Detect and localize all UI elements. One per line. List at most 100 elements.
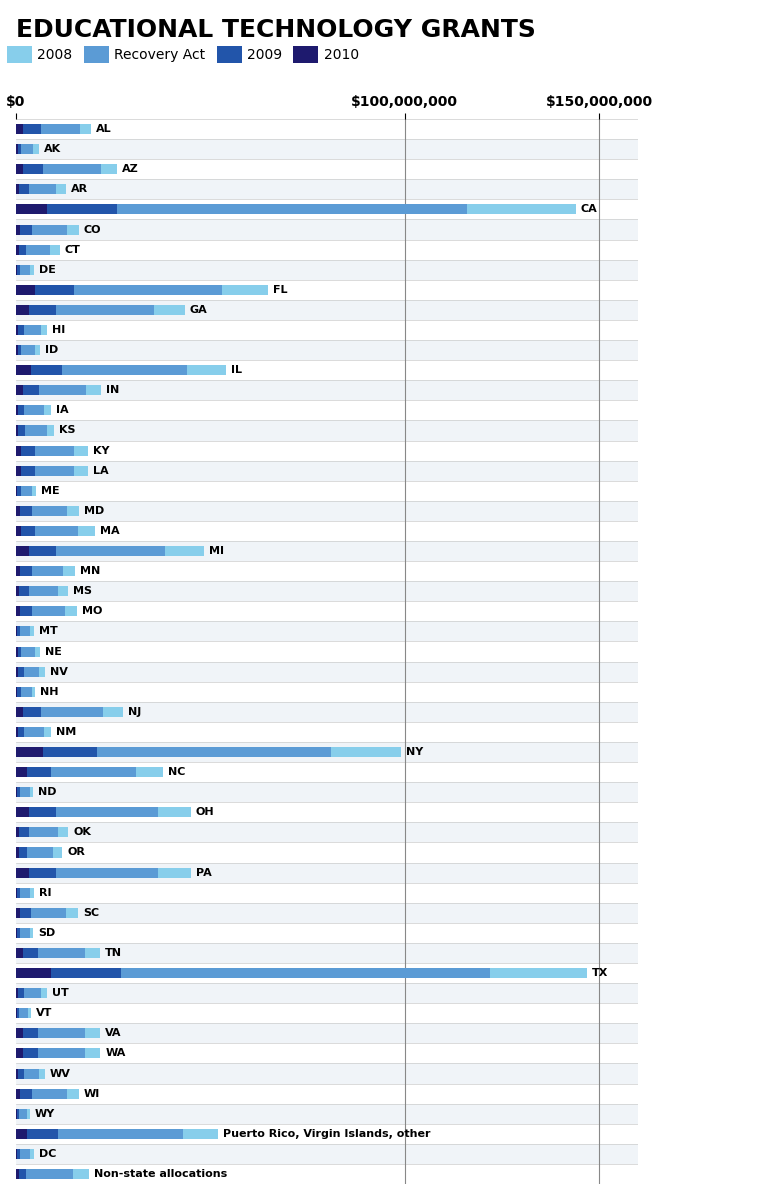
Bar — [19, 587, 29, 596]
Text: UT: UT — [52, 988, 68, 998]
Bar — [16, 581, 638, 601]
Bar — [43, 164, 101, 174]
Bar — [40, 124, 79, 134]
Bar — [16, 481, 638, 501]
Bar — [16, 908, 20, 917]
Text: SC: SC — [82, 908, 99, 917]
Bar — [74, 284, 222, 295]
Bar — [16, 400, 638, 420]
Bar — [16, 666, 18, 677]
Bar — [85, 1028, 100, 1039]
Bar — [16, 888, 17, 897]
Bar — [157, 807, 191, 818]
Bar — [50, 245, 59, 255]
Bar — [16, 903, 638, 922]
Bar — [16, 1144, 638, 1164]
Bar — [16, 320, 638, 340]
Bar — [79, 124, 92, 134]
Bar — [16, 702, 638, 722]
Bar — [17, 1148, 20, 1159]
Bar — [17, 144, 21, 155]
Text: VA: VA — [105, 1028, 122, 1039]
Bar — [32, 225, 67, 234]
Bar — [490, 967, 587, 978]
Text: AR: AR — [71, 184, 88, 194]
Bar — [67, 506, 79, 516]
Bar — [19, 827, 29, 838]
Bar — [16, 747, 43, 757]
Bar — [27, 1109, 30, 1119]
Bar — [16, 465, 21, 476]
Text: MD: MD — [83, 506, 103, 515]
Text: IN: IN — [106, 386, 119, 395]
Bar — [16, 967, 51, 978]
Bar — [467, 205, 576, 214]
Text: IL: IL — [230, 365, 242, 375]
Text: MT: MT — [39, 626, 58, 637]
Bar — [20, 607, 32, 616]
Bar — [16, 445, 21, 456]
Bar — [16, 361, 638, 381]
Bar — [157, 868, 191, 877]
Bar — [17, 486, 20, 496]
Bar — [39, 386, 86, 395]
Bar — [40, 707, 103, 716]
Bar — [16, 768, 27, 777]
Bar — [35, 526, 78, 536]
Bar — [117, 205, 467, 214]
Bar — [16, 440, 638, 461]
Text: EDUCATIONAL TECHNOLOGY GRANTS: EDUCATIONAL TECHNOLOGY GRANTS — [16, 18, 535, 42]
Text: RI: RI — [39, 888, 51, 897]
Bar — [16, 822, 638, 843]
Bar — [16, 225, 20, 234]
Bar — [16, 641, 638, 662]
Bar — [17, 1008, 19, 1019]
Bar — [44, 406, 51, 415]
Bar — [16, 1129, 27, 1139]
Bar — [20, 1089, 32, 1098]
Bar — [16, 843, 638, 863]
Bar — [30, 888, 34, 897]
Bar — [39, 1069, 45, 1078]
Bar — [32, 486, 36, 496]
Bar — [67, 225, 79, 234]
Bar — [16, 782, 638, 802]
Bar — [16, 546, 30, 556]
Bar — [56, 305, 153, 315]
Text: MN: MN — [79, 566, 100, 576]
Bar — [35, 465, 74, 476]
Text: AL: AL — [96, 124, 112, 134]
Bar — [16, 426, 19, 436]
Bar — [44, 727, 51, 737]
Bar — [23, 707, 40, 716]
Bar — [86, 386, 101, 395]
Bar — [16, 284, 35, 295]
Bar — [16, 1069, 18, 1078]
Bar — [38, 1028, 85, 1039]
Bar — [21, 445, 35, 456]
Bar — [19, 1008, 28, 1019]
Bar — [165, 546, 204, 556]
Text: OH: OH — [195, 807, 214, 818]
Bar — [32, 566, 63, 576]
Text: SD: SD — [38, 928, 56, 938]
Bar — [16, 1028, 23, 1039]
Text: NJ: NJ — [128, 707, 141, 716]
Bar — [16, 239, 638, 259]
Bar — [35, 345, 40, 355]
Bar — [20, 506, 32, 516]
Bar — [16, 1008, 17, 1019]
Bar — [19, 406, 24, 415]
Text: NH: NH — [40, 687, 59, 696]
Bar — [16, 305, 30, 315]
Bar — [16, 607, 20, 616]
Bar — [17, 345, 21, 355]
Bar — [16, 787, 17, 797]
Bar — [16, 928, 17, 938]
Bar — [41, 988, 47, 998]
Bar — [16, 1109, 17, 1119]
Text: WA: WA — [105, 1048, 126, 1058]
Bar — [16, 501, 638, 521]
Bar — [16, 963, 638, 983]
Bar — [30, 807, 56, 818]
